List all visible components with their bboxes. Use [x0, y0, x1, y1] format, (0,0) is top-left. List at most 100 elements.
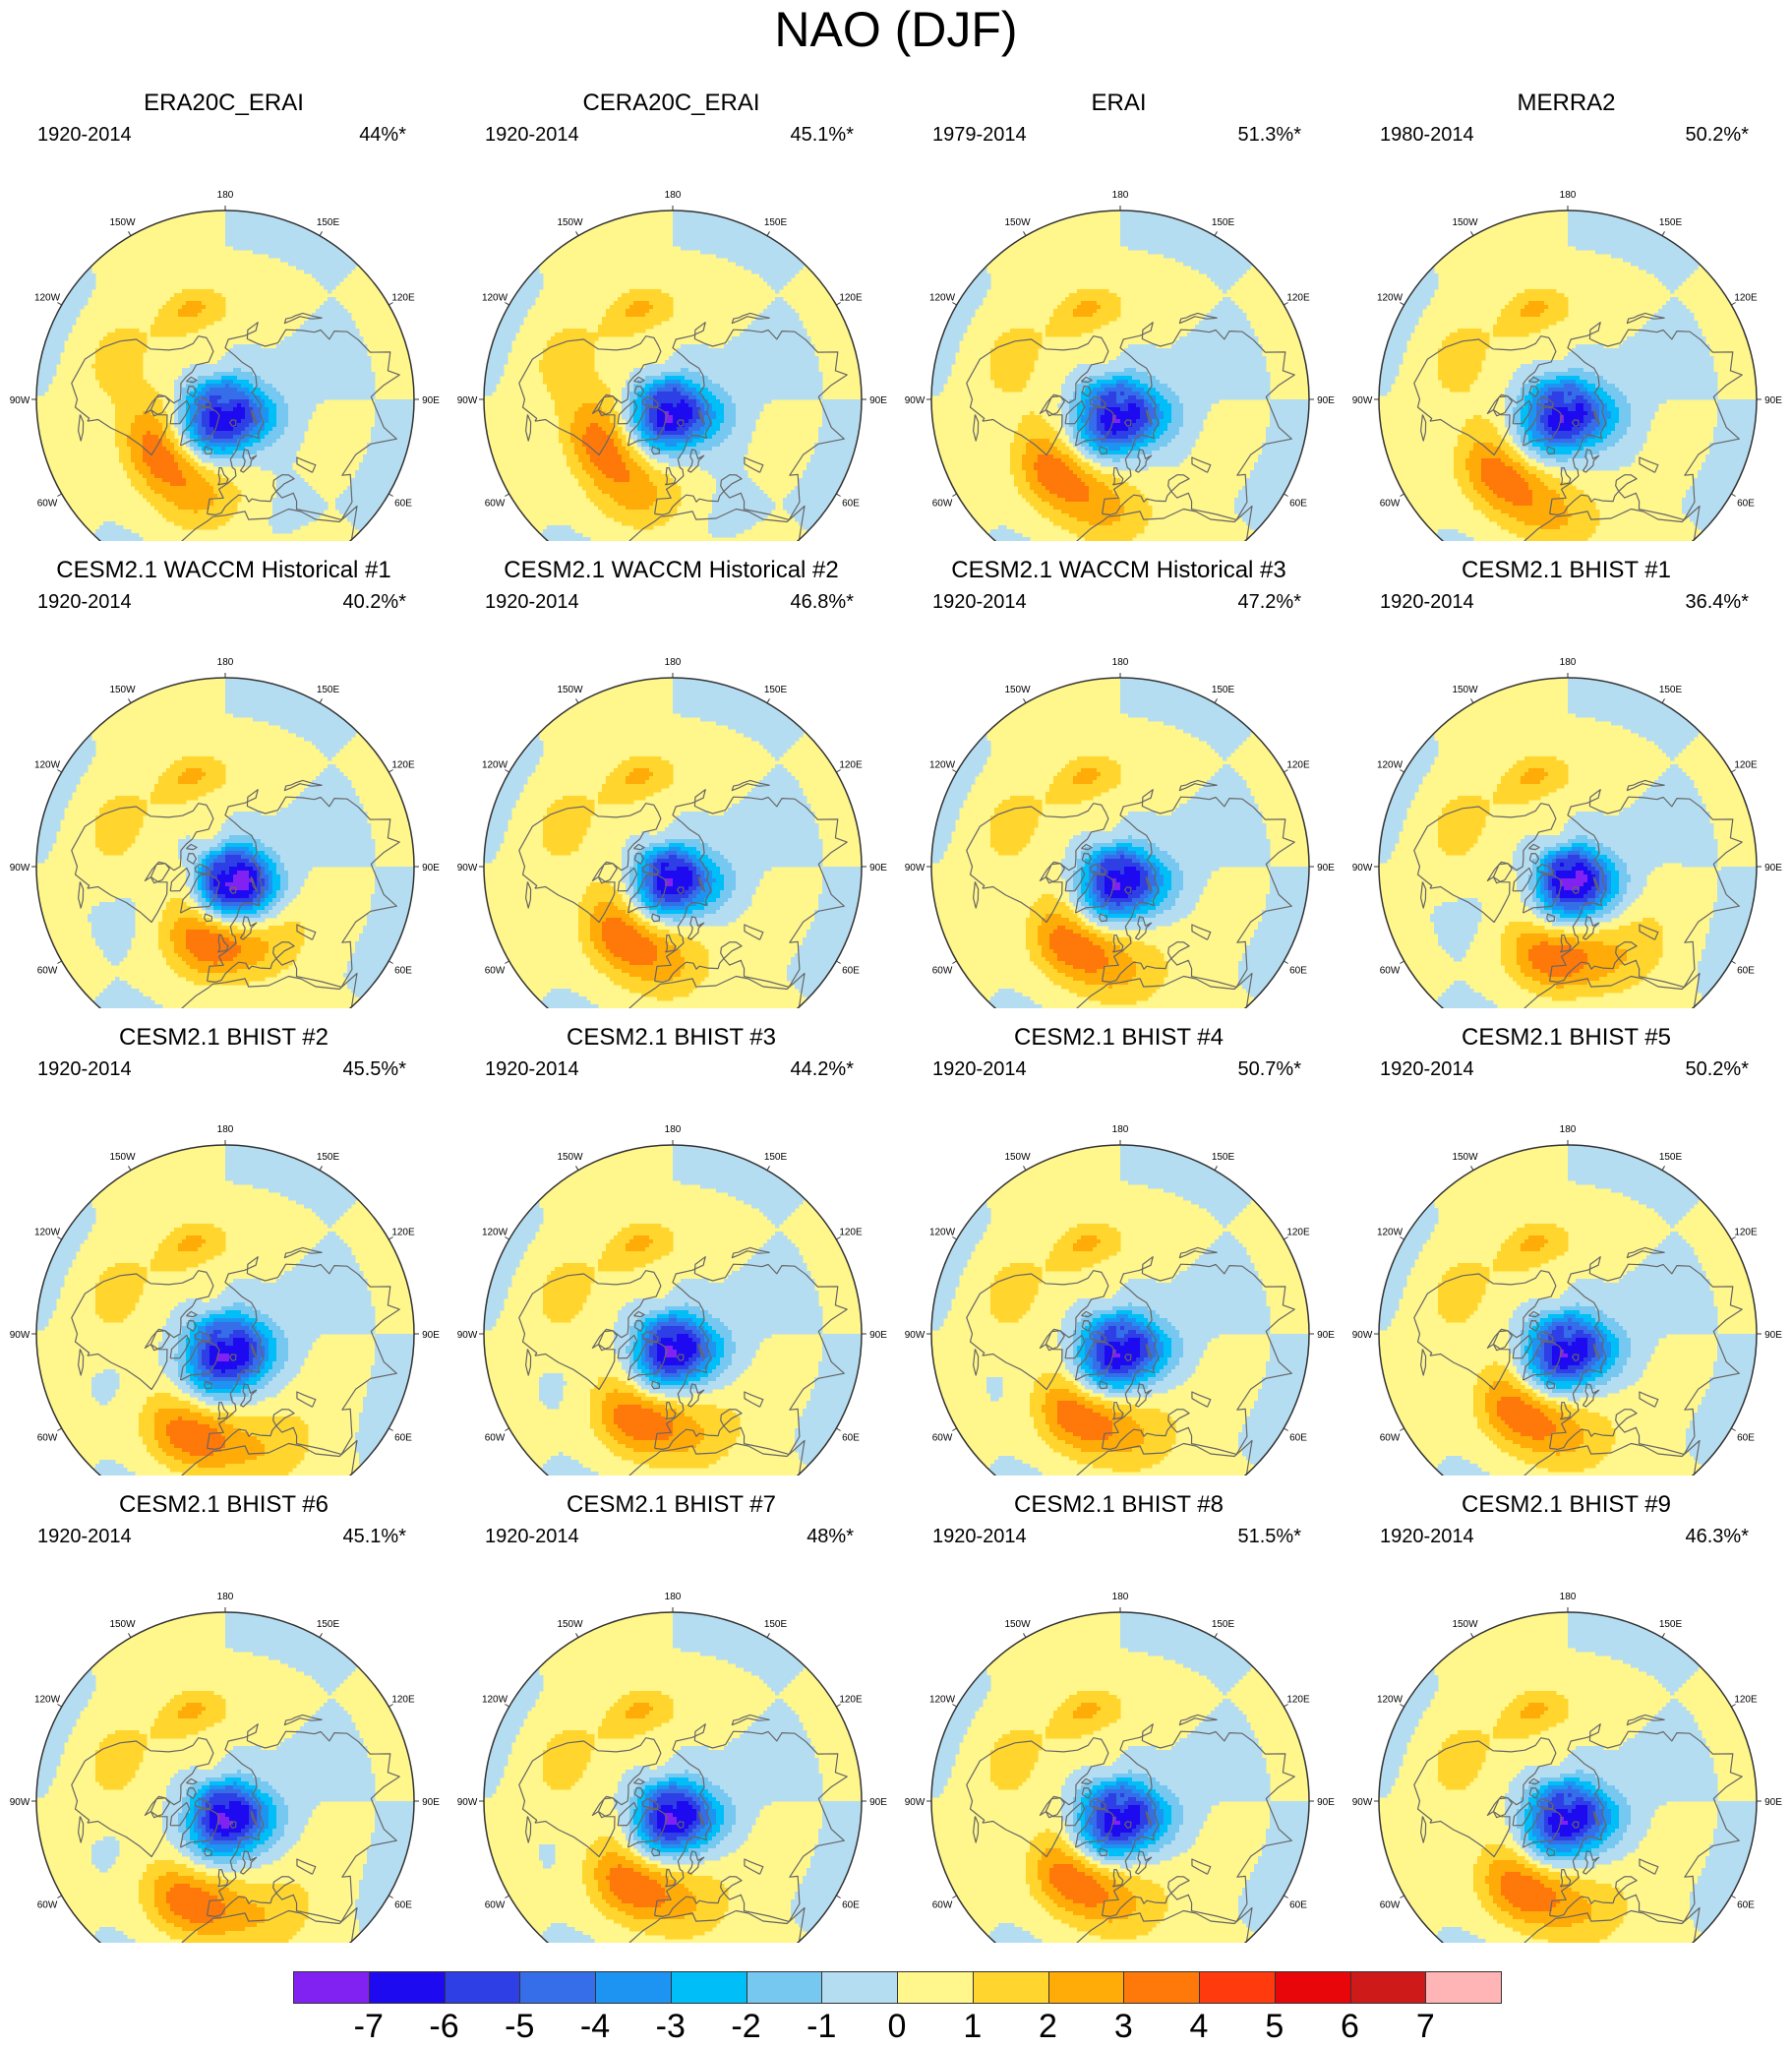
panel-variance-explained: 40.2%* [343, 590, 407, 614]
longitude-label: 120E [1286, 1695, 1310, 1706]
panel-title: CERA20C_ERAI [448, 89, 895, 118]
map-panel: 180150W150E120W120E90W90E60W60E30W30E0ER… [895, 89, 1343, 541]
panel-variance-explained: 50.2%* [1686, 1057, 1750, 1081]
map-panel: 180150W150E120W120E90W90E60W60E30W30E0CE… [1343, 1023, 1790, 1476]
longitude-label: 120E [839, 760, 863, 771]
longitude-label: 90E [1764, 395, 1782, 406]
longitude-label: 150W [1452, 1152, 1478, 1163]
longitude-label: 150W [1004, 685, 1031, 695]
colorbar-tick-label: 5 [1245, 2007, 1304, 2046]
polar-map: 180150W150E120W120E90W90E60W60E30W30E0 [10, 1592, 440, 1943]
longitude-label: 60W [485, 499, 506, 510]
longitude-label: 60E [394, 1900, 412, 1911]
longitude-label: 60W [932, 1900, 953, 1911]
panel-variance-explained: 45.5%* [343, 1057, 407, 1081]
longitude-label: 150E [1212, 685, 1235, 695]
longitude-label: 60W [1380, 1433, 1401, 1444]
longitude-label: 180 [217, 1592, 234, 1602]
longitude-label: 90E [422, 1330, 440, 1341]
coastlines [71, 312, 400, 541]
coastlines [71, 1246, 400, 1476]
map-panel: 180150W150E120W120E90W90E60W60E30W30E0CE… [895, 1023, 1343, 1476]
panel-variance-explained: 46.3%* [1686, 1525, 1750, 1548]
panel-years: 1920-2014 [37, 590, 132, 614]
colorbar-swatch [972, 1971, 1048, 2004]
coastlines [518, 1246, 848, 1476]
coastlines [966, 312, 1295, 541]
colorbar-tick-label: 2 [1019, 2007, 1078, 2046]
panel-title: CESM2.1 BHIST #9 [1343, 1490, 1790, 1520]
longitude-label: 120W [482, 760, 508, 771]
longitude-label: 60E [842, 1900, 860, 1911]
polar-map: 180150W150E120W120E90W90E60W60E30W30E0 [905, 1592, 1335, 1943]
longitude-label: 60E [1289, 499, 1307, 510]
longitude-label: 120E [1734, 293, 1758, 304]
longitude-label: 150W [1452, 1619, 1478, 1630]
polar-map: 180150W150E120W120E90W90E60W60E30W30E0 [905, 1124, 1335, 1476]
map-panel: 180150W150E120W120E90W90E60W60E30W30E0 CE… [0, 1490, 448, 1943]
panel-years: 1980-2014 [1380, 123, 1474, 147]
longitude-label: 90E [1764, 1797, 1782, 1808]
map-panel: 180150W150E120W120E90W90E60W60E30W30E0CE… [448, 89, 895, 541]
colorbar-swatch [897, 1971, 974, 2004]
colorbar-swatch [1047, 1971, 1124, 2004]
longitude-label: 120E [391, 293, 415, 304]
longitude-label: 150E [1212, 1619, 1235, 1630]
longitude-label: 60E [842, 1433, 860, 1444]
panel-years: 1920-2014 [1380, 1525, 1474, 1548]
longitude-label: 60E [1289, 1900, 1307, 1911]
panel-title: CESM2.1 BHIST #1 [1343, 556, 1790, 585]
panel-variance-explained: 48%* [806, 1525, 854, 1548]
panel-title: CESM2.1 BHIST #8 [895, 1490, 1343, 1520]
longitude-label: 150W [557, 685, 583, 695]
colorbar-swatch [1425, 1971, 1502, 2004]
shaded-field [1379, 211, 1757, 541]
colorbar-tick-label: 0 [867, 2007, 926, 2046]
longitude-label: 150W [109, 217, 136, 228]
panel-years: 1920-2014 [485, 1525, 579, 1548]
shaded-field [931, 1145, 1309, 1476]
longitude-label: 150E [317, 685, 340, 695]
longitude-label: 90E [869, 1330, 887, 1341]
longitude-label: 90W [905, 1330, 926, 1341]
longitude-label: 180 [1112, 1124, 1129, 1135]
longitude-label: 90E [422, 395, 440, 406]
coastlines [966, 1246, 1295, 1476]
longitude-label: 90W [1352, 863, 1373, 873]
longitude-label: 150W [109, 685, 136, 695]
panel-years: 1920-2014 [485, 123, 579, 147]
longitude-label: 120E [391, 1695, 415, 1706]
longitude-label: 90E [869, 1797, 887, 1808]
colorbar-tick-label: 4 [1169, 2007, 1228, 2046]
coastlines [1413, 312, 1743, 541]
polar-map: 180150W150E120W120E90W90E60W60E30W30E0 [1352, 190, 1782, 541]
panel-title: CESM2.1 BHIST #6 [0, 1490, 448, 1520]
shaded-field [36, 211, 414, 541]
polar-map: 180150W150E120W120E90W90E60W60E30W30E0 [457, 657, 887, 1008]
longitude-label: 150E [1659, 217, 1683, 228]
panel-variance-explained: 46.8%* [791, 590, 855, 614]
longitude-label: 150E [764, 1152, 788, 1163]
longitude-label: 90W [1352, 1330, 1373, 1341]
longitude-label: 150W [1452, 685, 1478, 695]
longitude-label: 90W [457, 1330, 478, 1341]
polar-map: 180150W150E120W120E90W90E60W60E30W30E0 [905, 657, 1335, 1008]
longitude-label: 90W [10, 863, 30, 873]
coastlines [1413, 1714, 1743, 1943]
longitude-label: 150E [317, 1619, 340, 1630]
longitude-label: 60W [37, 966, 58, 977]
longitude-label: 90E [869, 863, 887, 873]
longitude-label: 150E [317, 217, 340, 228]
shaded-field [931, 678, 1309, 1008]
longitude-label: 90W [1352, 1797, 1373, 1808]
colorbar-swatch [746, 1971, 822, 2004]
panel-title: ERA20C_ERAI [0, 89, 448, 118]
longitude-label: 60W [37, 499, 58, 510]
longitude-label: 150W [1004, 1619, 1031, 1630]
coastlines [966, 779, 1295, 1008]
longitude-label: 90W [905, 395, 926, 406]
panel-years: 1920-2014 [485, 1057, 579, 1081]
panel-variance-explained: 51.5%* [1238, 1525, 1302, 1548]
map-panel: 180150W150E120W120E90W90E60W60E30W30E0CE… [1343, 1490, 1790, 1943]
colorbar-swatch [1123, 1971, 1200, 2004]
